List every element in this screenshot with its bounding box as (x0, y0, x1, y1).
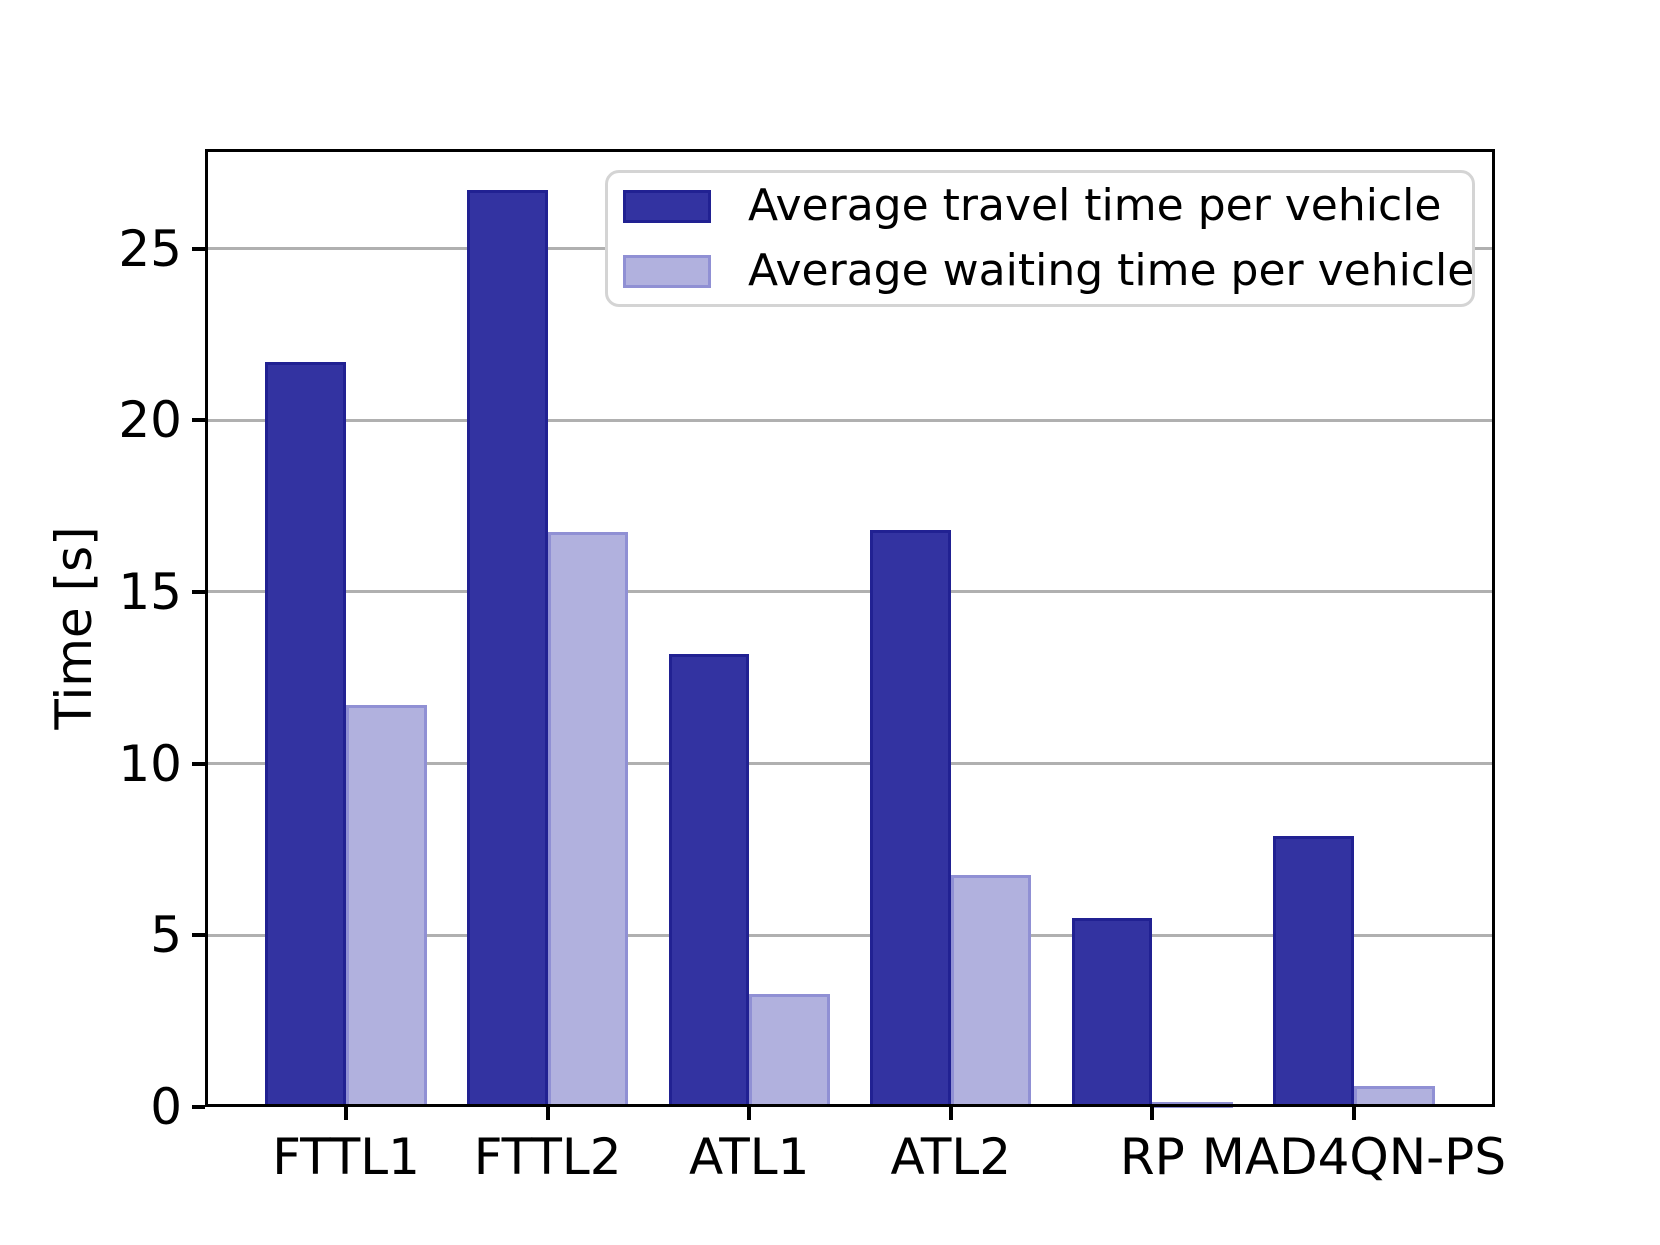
y-tick-label-20: 20 (118, 391, 182, 450)
y-tick-mark-0 (192, 1105, 205, 1109)
bar-waiting-mad4qn-ps (1353, 1086, 1435, 1107)
bar-travel-rp (1071, 918, 1153, 1107)
x-tick-mark-rp (1150, 1107, 1155, 1120)
x-tick-mark-mad4qn-ps (1351, 1107, 1356, 1120)
x-tick-label-atl2: ATL2 (890, 1128, 1012, 1186)
y-tick-mark-25 (192, 246, 205, 251)
x-tick-mark-atl2 (948, 1107, 953, 1120)
x-tick-label-rp: RP (1119, 1128, 1185, 1186)
y-tick-label-25: 25 (118, 219, 182, 278)
legend-row-travel: Average travel time per vehicle (623, 184, 1472, 228)
bar-travel-mad4qn-ps (1273, 835, 1354, 1107)
gridline-15 (205, 590, 1495, 594)
y-tick-label-15: 15 (118, 562, 182, 621)
y-tick-label-0: 0 (150, 1078, 182, 1136)
y-tick-mark-5 (192, 933, 205, 938)
gridline-10 (205, 762, 1495, 766)
x-tick-mark-fttl1 (344, 1107, 349, 1120)
legend-label-waiting: Average waiting time per vehicle (748, 245, 1475, 296)
y-tick-mark-10 (192, 761, 205, 766)
bar-waiting-fttl2 (547, 531, 629, 1107)
x-tick-label-atl1: ATL1 (688, 1128, 810, 1186)
y-tick-label-5: 5 (150, 906, 182, 965)
legend: Average travel time per vehicle Average w… (605, 170, 1475, 307)
waiting-color-swatch (623, 254, 711, 288)
bar-travel-fttl2 (467, 190, 548, 1107)
bar-waiting-atl2 (950, 875, 1032, 1107)
x-tick-label-mad4qn-ps: MAD4QN-PS (1201, 1128, 1507, 1186)
y-tick-mark-15 (192, 589, 205, 594)
bar-travel-atl2 (870, 530, 951, 1107)
x-tick-label-fttl1: FTTL1 (272, 1128, 420, 1186)
x-tick-mark-atl1 (747, 1107, 752, 1120)
gridline-5 (205, 933, 1495, 937)
x-tick-label-fttl2: FTTL2 (473, 1128, 622, 1186)
y-tick-label-10: 10 (118, 734, 182, 793)
bar-waiting-rp (1152, 1101, 1233, 1108)
travel-color-swatch (623, 189, 711, 223)
bar-waiting-fttl1 (346, 705, 427, 1107)
bar-waiting-atl1 (749, 993, 830, 1107)
gridline-20 (205, 418, 1495, 422)
x-tick-mark-fttl2 (545, 1107, 550, 1120)
y-axis-label: Time [s] (45, 526, 103, 730)
bar-travel-atl1 (668, 653, 750, 1107)
bar-travel-fttl1 (265, 361, 347, 1107)
legend-row-waiting: Average waiting time per vehicle (623, 249, 1474, 293)
legend-label-travel: Average travel time per vehicle (748, 180, 1442, 231)
y-tick-mark-20 (192, 418, 205, 423)
